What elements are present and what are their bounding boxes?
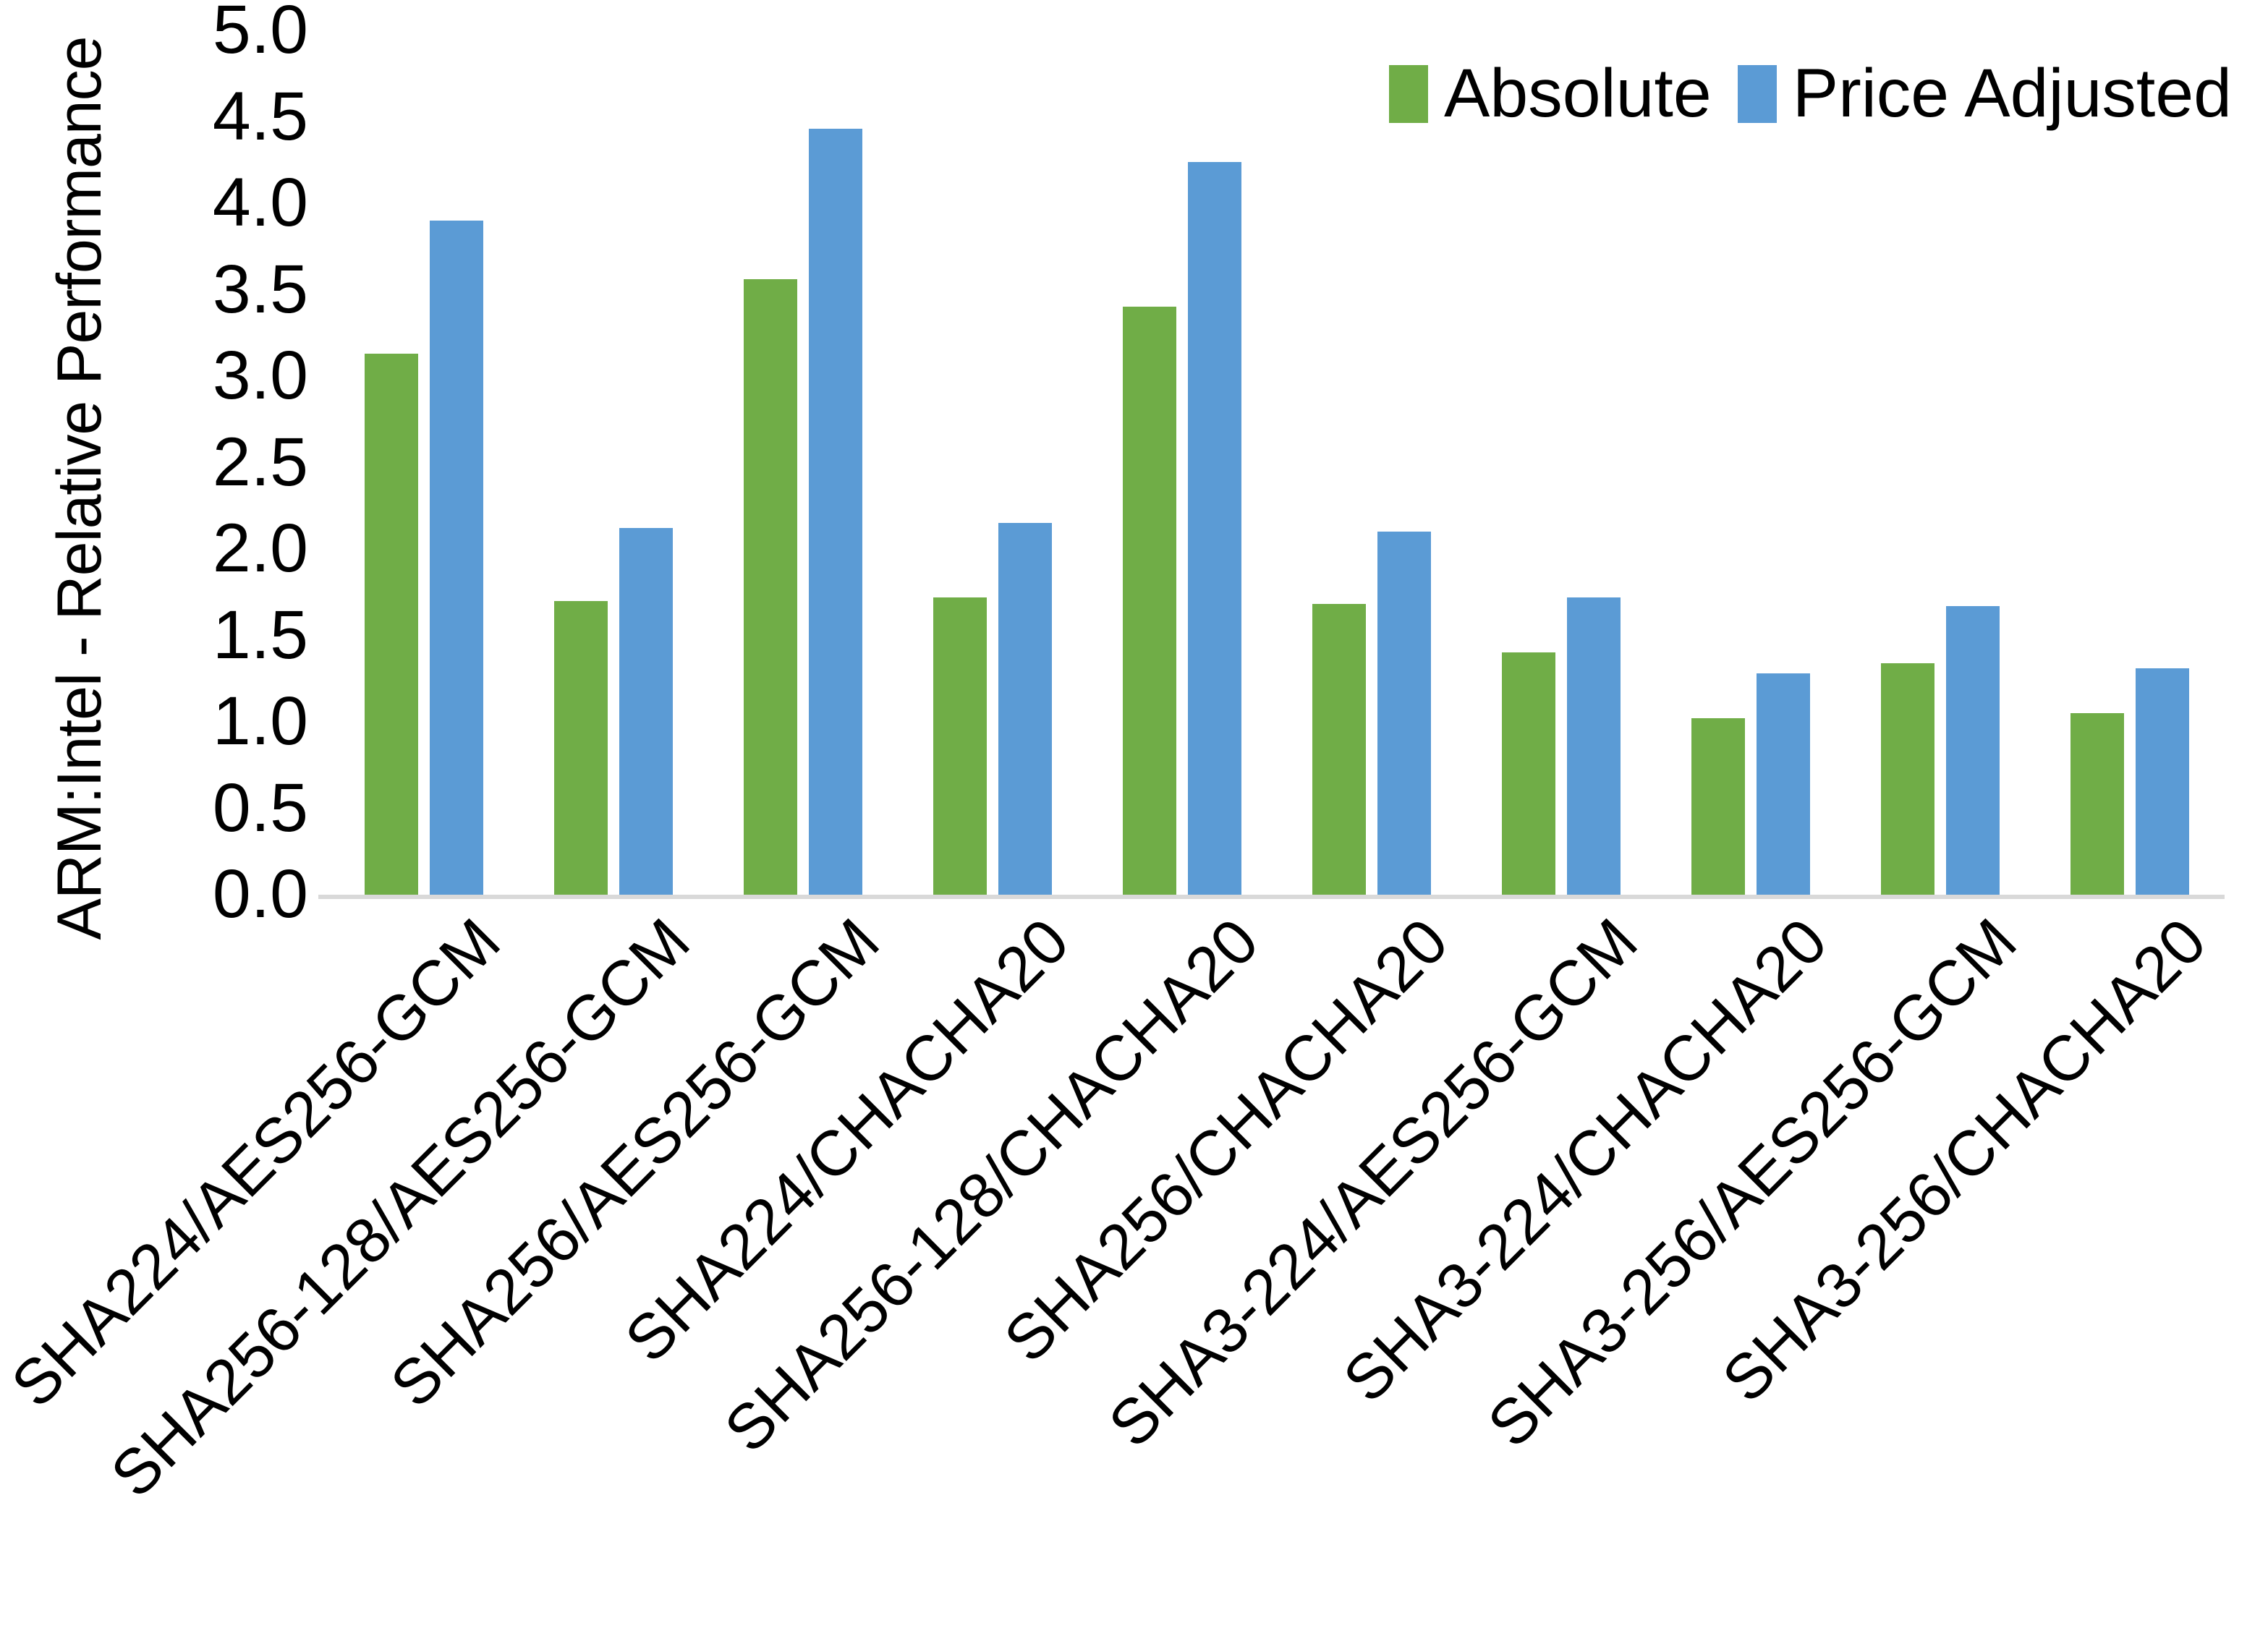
bar-spacer (1555, 894, 1567, 895)
y-tick-label: 2.5 (212, 423, 308, 501)
x-axis-baseline (318, 895, 2225, 899)
bar-price-adjusted (619, 528, 673, 895)
y-tick-label: 5.0 (212, 0, 308, 68)
bar-absolute (365, 353, 418, 895)
bar-group (2035, 30, 2225, 895)
y-tick-label: 2.0 (212, 510, 308, 587)
plot-area (318, 30, 2225, 899)
bar-price-adjusted (1567, 597, 1621, 895)
bar-price-adjusted (998, 523, 1052, 895)
bar-absolute (1502, 652, 1555, 895)
y-tick-label: 0.0 (212, 856, 308, 932)
bar-absolute (1123, 307, 1176, 895)
bar-spacer (1745, 894, 1757, 895)
legend-item-price-adjusted[interactable]: Price Adjusted (1737, 55, 2232, 132)
bar-absolute (554, 600, 608, 895)
bar-group (1466, 30, 1656, 895)
bar-spacer (2124, 894, 2136, 895)
bar-spacer (1366, 894, 1377, 895)
y-tick-label: 3.0 (212, 337, 308, 414)
bar-spacer (418, 894, 430, 895)
bar-absolute (933, 597, 987, 895)
y-tick-label: 4.0 (212, 164, 308, 241)
bar-price-adjusted (1188, 161, 1241, 895)
chart-legend: Absolute Price Adjusted (1389, 59, 2232, 128)
bar-absolute (1881, 663, 1934, 895)
bar-spacer (797, 894, 809, 895)
bar-group (1087, 30, 1277, 895)
bar-absolute (2070, 713, 2124, 895)
bar-absolute (1691, 718, 1745, 895)
y-axis-tick-labels: 5.0 4.5 4.0 3.5 3.0 2.5 2.0 1.5 1.0 0.5 0.0 (94, 0, 318, 940)
bar-group (708, 30, 898, 895)
bar-group (1277, 30, 1466, 895)
bar-spacer (1176, 894, 1188, 895)
bar-group (1846, 30, 2035, 895)
bar-absolute (744, 279, 797, 895)
bar-spacer (987, 894, 998, 895)
x-axis-tick-labels: SHA224/AES256-GCM SHA256-128/AES256-GCM SH… (0, 905, 2225, 1559)
bar-spacer (1934, 894, 1946, 895)
bar-spacer (608, 894, 619, 895)
bar-absolute (1312, 604, 1366, 895)
y-tick-label: 4.5 (212, 77, 308, 155)
y-tick-label: 1.5 (212, 596, 308, 673)
bar-group (1656, 30, 1846, 895)
legend-label: Price Adjusted (1792, 55, 2232, 132)
bar-price-adjusted (1377, 532, 1431, 895)
bar-group (329, 30, 519, 895)
bar-group (519, 30, 708, 895)
legend-item-absolute[interactable]: Absolute (1389, 59, 1712, 128)
legend-swatch-icon (1389, 64, 1428, 123)
bar-price-adjusted (1757, 673, 1810, 895)
y-tick-label: 3.5 (212, 250, 308, 328)
y-tick-label: 1.0 (212, 683, 308, 759)
bar-group (898, 30, 1087, 895)
bar-price-adjusted (1946, 605, 2000, 895)
y-tick-label: 0.5 (212, 769, 308, 846)
legend-swatch-icon (1737, 64, 1777, 123)
bar-price-adjusted (430, 220, 483, 895)
legend-label: Absolute (1444, 55, 1712, 132)
bar-price-adjusted (809, 129, 862, 895)
bar-price-adjusted (2136, 668, 2189, 895)
